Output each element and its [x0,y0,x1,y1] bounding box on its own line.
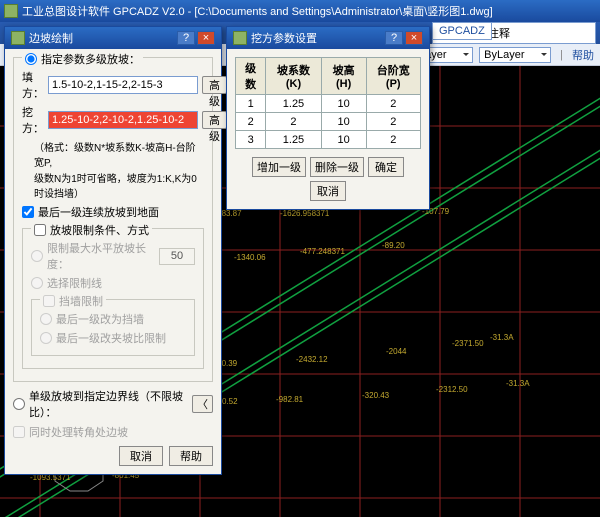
wall-r1-radio [40,313,52,325]
params-ok-button[interactable]: 确定 [368,157,404,177]
fill-label: 填方： [22,69,44,101]
single-slope-radio[interactable] [13,398,25,410]
svg-text:-320.43: -320.43 [362,391,390,400]
gpcadz-button[interactable]: GPCADZ [432,22,492,40]
limit-length-radio [31,250,43,262]
svg-text:-31.3A: -31.3A [490,333,514,342]
cut-advanced-button[interactable]: 高级 [202,111,227,129]
svg-text:-2312.50: -2312.50 [436,385,468,394]
cut-label: 挖方： [22,104,44,136]
svg-text:-2044: -2044 [386,347,407,356]
cascade-checkbox[interactable] [22,206,34,218]
limit-group: 放坡限制条件、方式 限制最大水平放坡长度： 选择限制线 挡墙限制 最后一级改为挡… [22,228,204,369]
limit-length-input [159,248,195,265]
params-cancel-button[interactable]: 取消 [310,181,346,201]
cut-params-dialog: 挖方参数设置 ?× 级数坡系数(K)坡高(H)台阶宽(P) 11.2510222… [226,26,430,210]
wall-checkbox [43,295,55,307]
wall-r2-radio [40,332,52,344]
limit-line-radio [31,277,43,289]
table-row[interactable]: 31.25102 [236,131,421,149]
table-row[interactable]: 11.25102 [236,95,421,113]
table-row[interactable]: 22102 [236,113,421,131]
slope-dialog-titlebar[interactable]: 边坡绘制 ?× [5,27,221,49]
table-header: 坡系数(K) [266,58,321,95]
close-icon[interactable]: × [197,31,215,45]
limit-checkbox[interactable] [34,224,46,236]
linetype-dropdown[interactable]: ByLayer [479,47,551,63]
svg-text:-982.81: -982.81 [276,395,304,404]
help-link[interactable]: 帮助 [572,47,594,63]
svg-text:-477.248371: -477.248371 [300,247,345,256]
close-icon-2[interactable]: × [405,31,423,45]
fill-advanced-button[interactable]: 高级 [202,76,227,94]
params-table[interactable]: 级数坡系数(K)坡高(H)台阶宽(P) 11.251022210231.2510… [235,57,421,149]
slope-help-button[interactable]: 帮助 [169,446,213,466]
svg-text:-2432.12: -2432.12 [296,355,328,364]
multi-slope-radio[interactable] [25,53,37,65]
help-cap-icon[interactable]: ? [177,31,195,45]
main-titlebar: 工业总图设计软件 GPCADZ V2.0 - [C:\Documents and… [0,0,600,22]
dialog-icon-2 [233,31,247,45]
multi-slope-group: 指定参数多级放坡： 填方： 高级 挖方： 高级 （格式：级数N*坡系数K-坡高H… [13,57,213,382]
slope-cancel-button[interactable]: 取消 [119,446,163,466]
cut-formula-input[interactable] [48,111,198,129]
format-note-1: （格式：级数N*坡系数K-坡高H-台阶宽P, [34,139,204,169]
svg-text:-2371.50: -2371.50 [452,339,484,348]
help-cap-icon-2[interactable]: ? [385,31,403,45]
table-header: 坡高(H) [321,58,366,95]
svg-text:-1340.06: -1340.06 [234,253,266,262]
wall-group: 挡墙限制 最后一级改为挡墙 最后一级改夹坡比限制 [31,299,195,356]
fill-formula-input[interactable] [48,76,198,94]
table-header: 级数 [236,58,266,95]
svg-text:-31.3A: -31.3A [506,379,530,388]
svg-text:-89.20: -89.20 [382,241,405,250]
pick-boundary-button[interactable]: 〈 [192,395,213,413]
dialog-icon [11,31,25,45]
delete-level-button[interactable]: 删除一级 [310,157,364,177]
main-window: 工业总图设计软件 GPCADZ V2.0 - [C:\Documents and… [0,0,600,517]
main-title: 工业总图设计软件 GPCADZ V2.0 - [C:\Documents and… [22,3,493,19]
svg-text:-1626.958371: -1626.958371 [280,209,330,218]
format-note-2: 级数N为1时可省略，坡度为1:K,K为0时设挡墙） [34,170,204,200]
app-icon [4,4,18,18]
slope-draw-dialog: 边坡绘制 ?× 指定参数多级放坡： 填方： 高级 挖方： 高级 （格式：级数N*… [4,26,222,475]
add-level-button[interactable]: 增加一级 [252,157,306,177]
table-header: 台阶宽(P) [366,58,420,95]
cut-dialog-titlebar[interactable]: 挖方参数设置 ?× [227,27,429,49]
corner-checkbox [13,426,25,438]
